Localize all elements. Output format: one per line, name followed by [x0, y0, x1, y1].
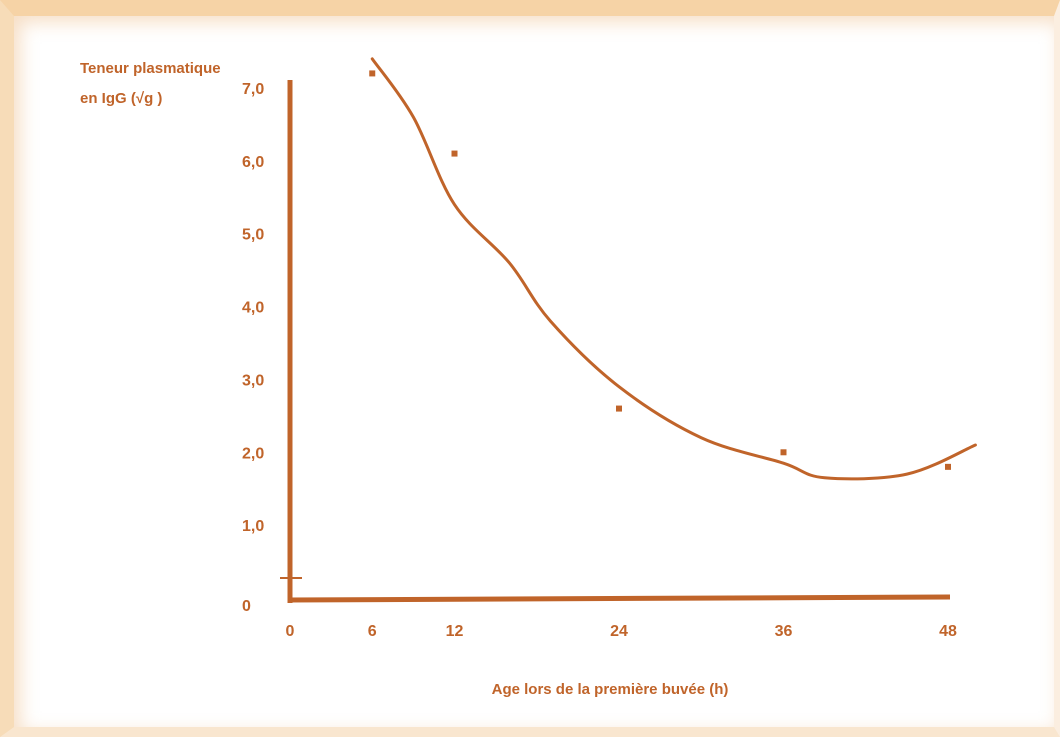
x-tick-label: 48 — [939, 623, 957, 640]
axes — [280, 80, 951, 603]
data-point — [945, 463, 951, 470]
data-points — [369, 70, 951, 470]
x-tick-label: 6 — [368, 623, 377, 640]
y-tick-label: 1,0 — [242, 518, 264, 535]
data-point — [369, 70, 376, 77]
y-tick-label: 0 — [242, 598, 251, 615]
x-tick-label: 0 — [286, 623, 295, 640]
y-tick-labels: 0 1,0 2,0 3,0 4,0 5,0 6,0 7,0 — [242, 81, 264, 615]
y-tick-label: 7,0 — [242, 81, 264, 98]
y-axis-label-line2: en IgG (√g ) — [80, 90, 162, 107]
y-tick-label: 5,0 — [242, 227, 264, 244]
x-tick-label: 24 — [610, 623, 628, 640]
x-axis-line — [287, 594, 951, 603]
y-tick-label: 3,0 — [242, 372, 264, 389]
y-axis-label-line1: Teneur plasmatique — [80, 60, 221, 77]
x-tick-label: 36 — [775, 623, 793, 640]
x-tick-labels: 0 6 12 24 36 48 — [286, 623, 957, 640]
y-tick-label: 4,0 — [242, 300, 264, 317]
y-tick-label: 2,0 — [242, 445, 264, 462]
trend-curve — [370, 57, 977, 481]
trend-line — [370, 57, 977, 481]
data-point — [451, 150, 458, 157]
data-point — [616, 405, 622, 412]
data-point — [780, 449, 787, 456]
x-axis-label: Age lors de la première buvée (h) — [492, 681, 729, 698]
y-tick-label: 6,0 — [242, 154, 264, 171]
x-tick-label: 12 — [446, 623, 464, 640]
